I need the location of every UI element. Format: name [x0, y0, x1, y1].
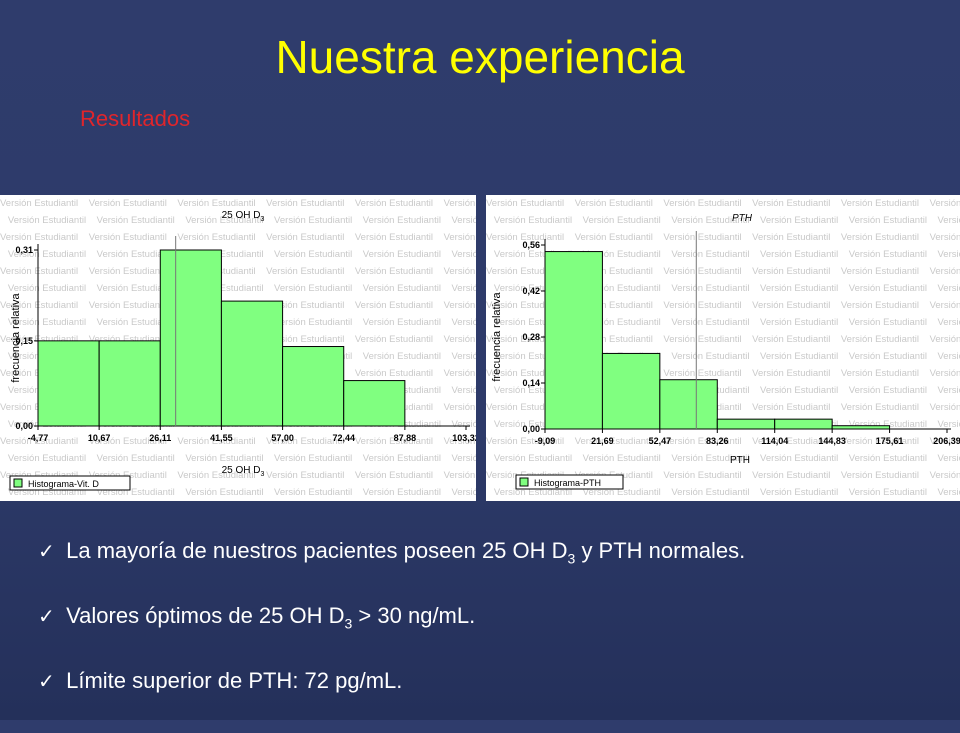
bullet-list: ✓ La mayoría de nuestros pacientes posee…	[38, 538, 745, 733]
bullet-text-tail: > 30 ng/mL.	[352, 603, 476, 628]
histogram-bar	[98, 340, 161, 427]
bullet-text: Valores óptimos de 25 OH D	[66, 603, 345, 628]
histogram-pth-chart: PTH frecuencia relativa 0,00 0,14 0,28 0,42 0,…	[491, 213, 960, 490]
chart-title: PTH	[732, 213, 753, 224]
bullet-text-tail: y PTH normales.	[575, 538, 746, 563]
legend-label: Histograma-Vit. D	[28, 479, 99, 489]
histogram-bar	[601, 352, 661, 430]
chart-title: 25 OH D3	[222, 210, 265, 223]
bullet-subscript: 3	[567, 550, 576, 567]
bullet-item: ✓ Límite superior de PTH: 72 pg/mL.	[38, 668, 745, 698]
legend-box	[9, 475, 131, 491]
x-tick-label: -9,09	[535, 436, 556, 446]
histogram-bar	[37, 340, 100, 427]
x-tick-label: 57,00	[271, 433, 294, 443]
y-tick-label: 0,42	[522, 286, 540, 296]
x-tick-label: 144,83	[818, 436, 846, 446]
histogram-bar	[220, 300, 284, 427]
x-tick-label: 72,44	[332, 433, 355, 443]
legend-box	[515, 474, 624, 490]
x-tick-label: 87,88	[394, 433, 417, 443]
y-tick-label: 0,31	[15, 245, 33, 255]
histogram-bar	[831, 425, 891, 430]
check-icon: ✓	[38, 606, 55, 628]
y-axis-label: frecuencia relativa	[10, 292, 22, 382]
histogram-bar	[659, 379, 718, 430]
x-tick-label: -4,77	[28, 433, 49, 443]
slide-title: Nuestra experiencia	[275, 31, 685, 83]
x-tick-label: 103,32	[452, 433, 476, 443]
y-tick-label: 0,15	[15, 336, 33, 346]
x-tick-label: 206,39	[933, 436, 960, 446]
histogram-vitd-chart: 25 OH D3 frecuencia relativa 0,00 0,15 0,31 -…	[9, 210, 476, 491]
bullet-item: ✓ La mayoría de nuestros pacientes posee…	[38, 538, 745, 568]
y-tick-label: 0,56	[522, 240, 540, 250]
histogram-bar	[716, 418, 776, 430]
check-icon: ✓	[38, 671, 55, 693]
x-tick-label: 26,11	[149, 433, 171, 443]
x-tick-label: 114,04	[761, 436, 788, 446]
y-axis-label: frecuencia relativa	[491, 291, 503, 381]
chart-panel-vitd: Versión Estudiantil Versión Estudiantil …	[0, 195, 476, 501]
bullet-text: La mayoría de nuestros pacientes poseen …	[66, 538, 568, 563]
histogram-bar	[544, 251, 603, 430]
bullet-text: Límite superior de PTH: 72 pg/mL.	[66, 668, 403, 693]
y-tick-label: 0,28	[522, 332, 540, 342]
legend-label: Histograma-PTH	[534, 478, 601, 488]
x-axis-label: 25 OH D3	[222, 465, 265, 478]
legend-swatch	[519, 477, 529, 487]
x-tick-label: 83,26	[706, 436, 729, 446]
x-axis-label: PTH	[730, 455, 750, 466]
histogram-bar	[774, 418, 833, 430]
x-tick-label: 21,69	[591, 436, 614, 446]
legend-swatch	[13, 478, 23, 488]
bullet-subscript: 3	[344, 615, 353, 632]
histogram-bar	[282, 346, 345, 427]
chart-panel-pth: Versión Estudiantil Versión Estudiantil …	[486, 195, 960, 501]
slide-subtitle: Resultados	[80, 106, 191, 131]
y-tick-label: 0,00	[15, 421, 33, 431]
histogram-bar	[159, 249, 222, 427]
x-tick-label: 41,55	[210, 433, 233, 443]
check-icon: ✓	[38, 541, 55, 563]
x-tick-label: 175,61	[876, 436, 904, 446]
y-tick-label: 0,14	[522, 378, 540, 388]
bullet-item: ✓ Valores óptimos de 25 OH D3 > 30 ng/mL…	[38, 603, 745, 633]
histogram-bar	[343, 380, 406, 427]
x-tick-label: 10,67	[88, 433, 111, 443]
y-tick-label: 0,00	[522, 424, 540, 434]
x-tick-label: 52,47	[649, 436, 672, 446]
